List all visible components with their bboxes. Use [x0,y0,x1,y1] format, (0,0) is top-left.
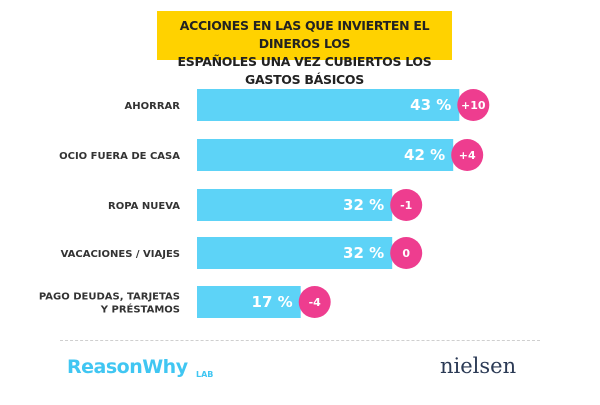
chart-title-line-2: ESPAÑOLES UNA VEZ CUBIERTOS LOS GASTOS B… [177,54,432,87]
change-badge-label-0: +10 [461,99,486,112]
bar-value-label-4: 17 % [252,293,293,311]
change-badge-label-2: -1 [400,199,412,212]
reasonwhy-lab-logo: LAB [196,370,214,379]
reasonwhy-logo: ReasonWhy [67,356,188,378]
bar-0 [197,89,460,121]
change-badge-label-1: +4 [459,149,476,162]
footer-divider [60,340,540,341]
chart-title-line-1: ACCIONES EN LAS QUE INVIERTEN EL DINEROS… [179,18,430,51]
change-badge-1 [451,139,484,171]
change-badge-0 [457,89,490,121]
change-badge-label-4: -4 [309,296,322,309]
change-badge-3 [390,237,423,269]
bar-1 [197,139,454,171]
bar-value-label-2: 32 % [343,196,384,214]
nielsen-logo: nielsen [440,354,517,378]
category-label-4-line-1: Y PRÉSTAMOS [100,303,180,316]
category-label-4-line-0: PAGO DEUDAS, TARJETAS [39,292,180,303]
change-badge-label-3: 0 [402,247,410,260]
category-label-1: OCIO FUERA DE CASA [59,151,180,162]
category-label-0: AHORRAR [125,101,181,112]
chart-title: ACCIONES EN LAS QUE INVIERTEN EL DINEROS… [157,11,452,87]
bar-4 [197,286,301,318]
change-badge-2 [390,189,423,221]
bar-value-label-0: 43 % [410,96,451,114]
bar-2 [197,189,393,221]
change-badge-4 [298,286,331,318]
bar-3 [197,237,393,269]
bar-value-label-3: 32 % [343,244,384,262]
bar-value-label-1: 42 % [404,146,445,164]
category-label-3: VACACIONES / VIAJES [61,249,180,260]
category-label-2: ROPA NUEVA [108,201,180,212]
